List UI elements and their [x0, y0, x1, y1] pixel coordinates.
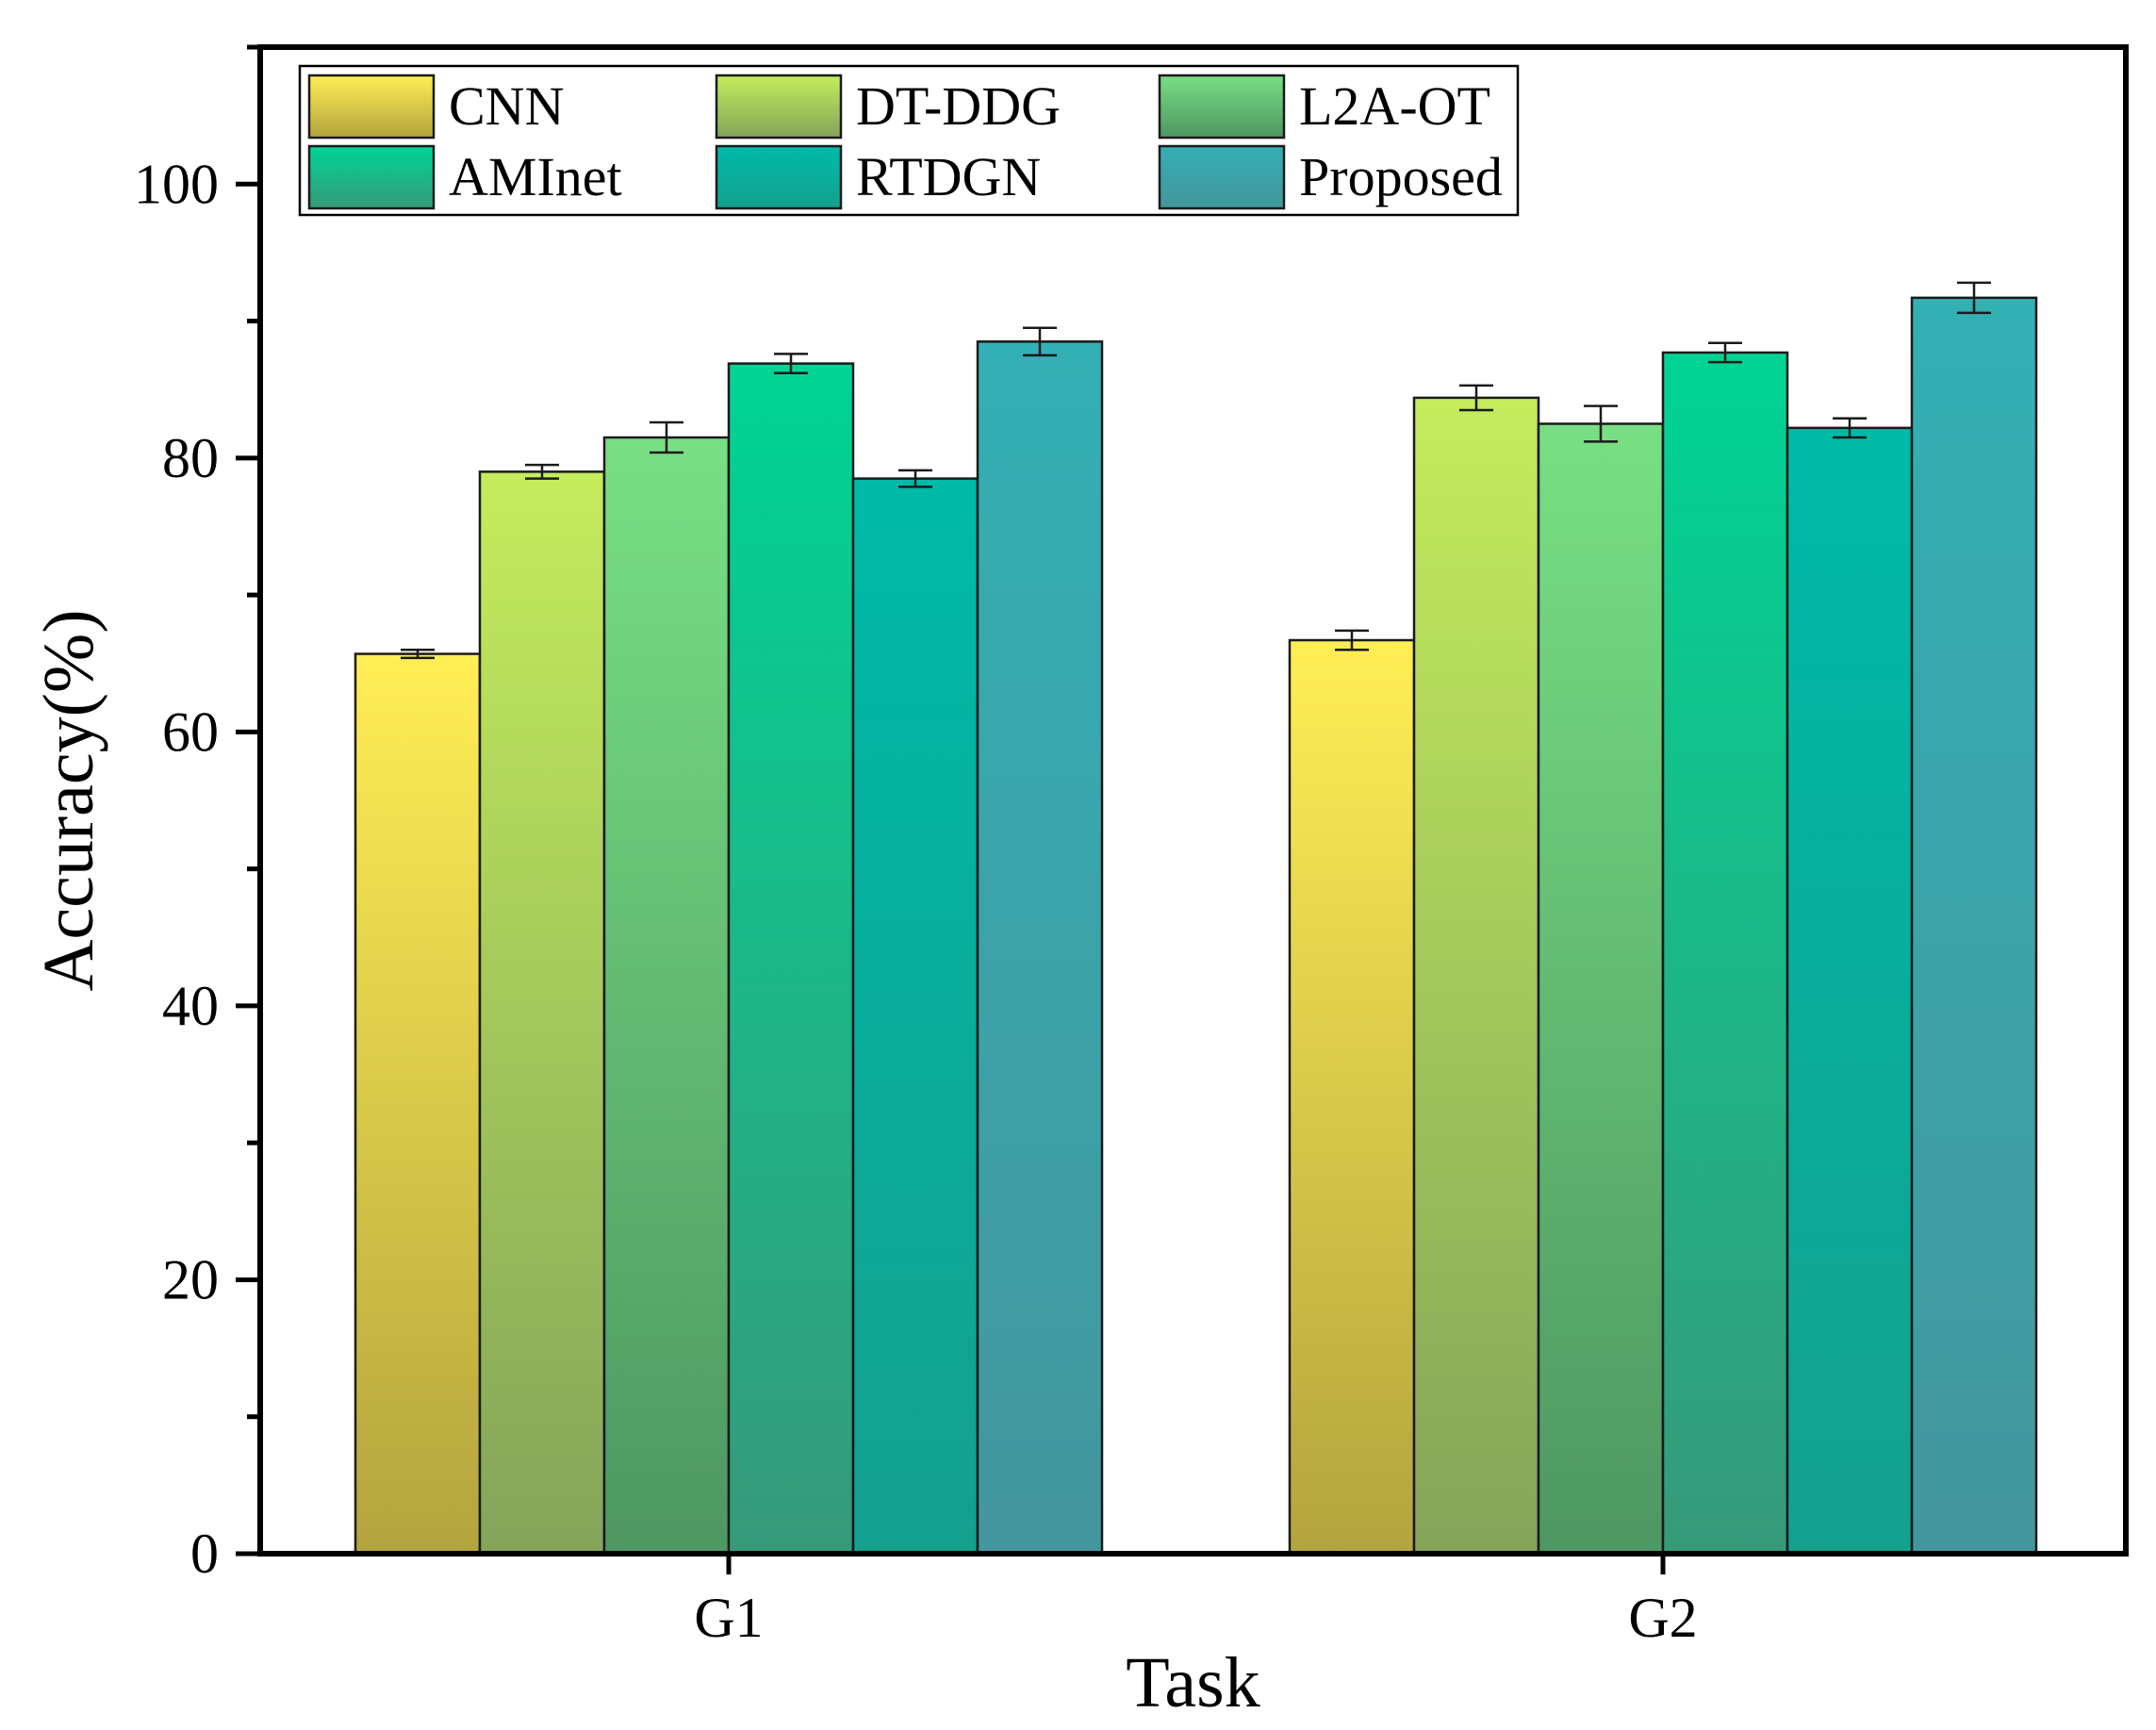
plot-frame — [257, 44, 2129, 1557]
y-tick-label-40: 40 — [162, 975, 219, 1037]
y-tick-label-80: 80 — [162, 427, 219, 489]
bar-l2a-ot-g2 — [1537, 422, 1665, 1556]
legend-swatch-l2a-ot — [1158, 74, 1286, 140]
legend-swatch-dt-ddg — [715, 74, 843, 140]
bar-aminet-g1 — [727, 362, 855, 1556]
y-tick-label-100: 100 — [134, 153, 219, 215]
legend-label-proposed: Proposed — [1299, 146, 1503, 207]
legend-swatch-rtdgn — [715, 144, 843, 210]
bar-l2a-ot-g1 — [602, 436, 731, 1556]
legend-label-l2a-ot: L2A-OT — [1299, 75, 1490, 137]
x-axis: G1 G2 — [694, 1554, 1698, 1649]
legend-item-dt-ddg: DT-DDG — [715, 74, 1061, 140]
error-bars-layer — [401, 281, 1991, 660]
legend-label-dt-ddg: DT-DDG — [856, 75, 1061, 137]
bar-dt-ddg-g1 — [478, 470, 606, 1556]
error-bar-l2a-ot-g2 — [1584, 404, 1618, 443]
legend-label-rtdgn: RTDGN — [856, 146, 1041, 207]
y-tick-label-0: 0 — [190, 1523, 219, 1585]
error-bar-rtdgn-g1 — [898, 469, 932, 488]
bars-layer — [354, 296, 2038, 1556]
legend: CNN DT-DDG L2A-OT AMInet RTDGN Proposed — [298, 64, 1520, 217]
y-axis-title: Accuracy(%) — [29, 609, 108, 991]
error-bar-dt-ddg-g2 — [1459, 384, 1493, 412]
legend-item-rtdgn: RTDGN — [715, 144, 1041, 210]
legend-swatch-cnn — [307, 74, 436, 140]
bar-proposed-g1 — [976, 340, 1104, 1556]
error-bar-aminet-g1 — [774, 353, 808, 374]
error-bar-proposed-g2 — [1957, 281, 1991, 315]
y-tick-label-20: 20 — [162, 1248, 219, 1310]
legend-swatch-proposed — [1158, 144, 1286, 210]
y-tick-label-60: 60 — [162, 700, 219, 763]
error-bar-dt-ddg-g1 — [525, 463, 559, 480]
bar-rtdgn-g1 — [851, 477, 979, 1556]
error-bar-rtdgn-g2 — [1833, 417, 1867, 439]
legend-item-proposed: Proposed — [1158, 144, 1503, 210]
legend-label-cnn: CNN — [449, 75, 564, 137]
error-bar-l2a-ot-g1 — [650, 420, 683, 454]
error-bar-aminet-g2 — [1708, 341, 1742, 364]
x-tick-label-g1: G1 — [694, 1587, 763, 1649]
legend-item-l2a-ot: L2A-OT — [1158, 74, 1490, 140]
legend-item-cnn: CNN — [307, 74, 564, 140]
error-bar-proposed-g1 — [1023, 326, 1057, 357]
legend-swatch-aminet — [307, 144, 436, 210]
x-tick-label-g2: G2 — [1628, 1587, 1697, 1649]
bar-rtdgn-g2 — [1786, 426, 1914, 1556]
bar-aminet-g2 — [1661, 351, 1789, 1556]
bar-proposed-g2 — [1910, 296, 2038, 1556]
bar-dt-ddg-g2 — [1412, 396, 1540, 1556]
bar-cnn-g1 — [354, 652, 482, 1556]
x-axis-title: Task — [1126, 1643, 1259, 1722]
legend-box — [298, 64, 1520, 217]
error-bar-cnn-g2 — [1335, 629, 1369, 651]
y-axis: 0 20 40 60 80 100 — [134, 44, 260, 1585]
legend-label-aminet: AMInet — [449, 146, 622, 207]
legend-item-aminet: AMInet — [307, 144, 622, 210]
error-bar-cnn-g1 — [401, 648, 435, 660]
bar-cnn-g2 — [1288, 638, 1416, 1556]
